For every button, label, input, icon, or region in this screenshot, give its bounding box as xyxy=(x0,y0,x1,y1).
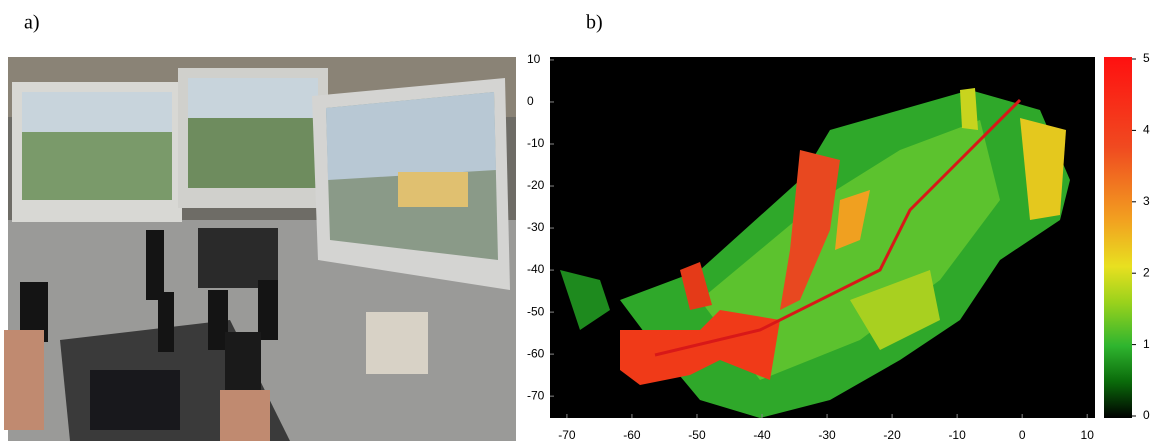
colorbar-tick-label: 3 xyxy=(1143,194,1150,208)
y-tick-label: -70 xyxy=(527,388,545,402)
y-tick-label: -10 xyxy=(527,136,545,150)
x-tick-label: -60 xyxy=(623,428,641,441)
y-tick-label: -60 xyxy=(527,346,545,360)
y-tick-label: 0 xyxy=(527,94,534,108)
x-tick-label: -10 xyxy=(948,428,966,441)
y-tick-label: -30 xyxy=(527,220,545,234)
map xyxy=(550,57,1132,418)
x-tick-label: -70 xyxy=(558,428,576,441)
panel-label: b) xyxy=(586,12,603,34)
x-tick-label: -20 xyxy=(883,428,901,441)
x-tick-label: -50 xyxy=(688,428,706,441)
colorbar-tick-label: 2 xyxy=(1143,265,1150,279)
y-tick-label: -20 xyxy=(527,178,545,192)
colorbar-tick-label: 4 xyxy=(1143,123,1150,137)
figure: a) b) xyxy=(0,0,1155,441)
colorbar-tick-label: 1 xyxy=(1143,337,1150,351)
y-tick-label: 10 xyxy=(527,52,541,66)
x-tick-label: 10 xyxy=(1081,428,1095,441)
y-tick-label: -40 xyxy=(527,262,545,276)
x-tick-label: -30 xyxy=(818,428,836,441)
panel-label: a) xyxy=(24,12,40,34)
x-tick-label: 0 xyxy=(1019,428,1026,441)
x-tick-label: -40 xyxy=(753,428,771,441)
photo xyxy=(4,57,516,441)
colorbar-tick-label: 0 xyxy=(1143,408,1150,422)
y-tick-label: -50 xyxy=(527,304,545,318)
colorbar-tick-label: 5 xyxy=(1143,51,1150,65)
